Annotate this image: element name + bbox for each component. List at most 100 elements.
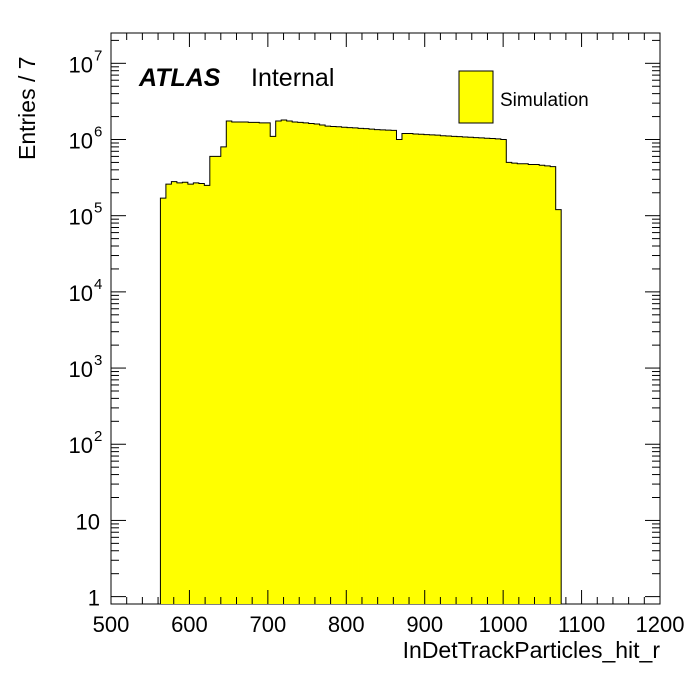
x-tick-labels: 500 600 700 800 900 1000 1100 1200 [93,612,685,637]
histogram-bin [182,182,189,604]
histogram-bin [275,120,282,605]
histogram-bin [193,182,200,604]
histogram-bin [407,133,414,604]
histogram-bin [303,122,310,604]
x-tick-label: 800 [328,612,365,637]
histogram-bin [198,183,205,604]
histogram-bin [242,121,249,604]
histogram-bin [401,133,408,604]
x-tick-label: 900 [406,612,443,637]
histogram-bin [286,120,293,605]
histogram-bin [336,126,342,604]
histogram-bin [264,122,271,604]
histogram-bin [418,134,425,605]
x-tick-label: 1100 [558,612,605,637]
y-tick-label-exponent: 5 [94,200,102,217]
y-tick-label-base: 10 [69,52,93,77]
histogram-bin [209,156,216,604]
histogram-bin [270,136,277,605]
histogram-bin [489,138,496,604]
y-tick-label: 10 4 [69,276,103,306]
histogram-bin [369,129,375,604]
histogram-bin [171,181,178,604]
histogram-bin [259,122,266,604]
y-tick-label-base: 10 [76,509,100,534]
histogram-bin [374,129,381,604]
histogram-bin [165,184,172,604]
histogram-bin [506,162,513,604]
y-tick-label-exponent: 3 [94,352,102,369]
x-tick-label: 1000 [479,612,528,637]
histogram-bin [347,127,353,605]
x-tick-label: 700 [249,612,286,637]
histogram-bin [330,126,337,604]
histogram-bin [528,164,535,604]
legend-entry-label: Simulation [500,90,589,111]
histogram-bin [253,122,260,604]
histogram-bins [159,119,562,605]
x-axis-title: InDetTrackParticles_hit_r [403,637,661,663]
histogram-bin [308,123,315,604]
histogram-bin [390,130,397,604]
histogram-bin [445,136,452,605]
histogram-bin [544,165,551,604]
histogram-bin [341,127,348,604]
histogram-bin [215,156,222,604]
y-tick-label-exponent: 4 [94,276,102,293]
histogram-bin [462,136,469,605]
histogram-bin [385,130,392,604]
y-tick-label: 10 6 [69,124,103,154]
histogram-bin [292,121,299,604]
histogram-bin [325,126,331,604]
histogram-bin [231,121,238,604]
histogram-bin [314,123,321,604]
y-tick-label-exponent: 6 [94,124,102,141]
y-tick-label: 10 3 [69,352,103,382]
y-tick-label-base: 10 [69,433,93,458]
histogram-bin [297,122,304,604]
y-tick-label: 10 7 [69,47,103,77]
histogram-bin [380,129,386,604]
histogram-bin [281,120,288,604]
histogram-bin [533,164,540,604]
histogram-bin [495,138,502,604]
atlas-label: ATLAS [138,64,221,92]
y-tick-label-base: 10 [69,357,93,382]
histogram-bin [511,163,518,604]
histogram-bin [473,137,480,605]
x-tick-label: 1200 [636,612,685,637]
histogram-bin [478,137,485,604]
histogram-bin [220,146,227,605]
y-tick-label-base: 10 [69,129,93,154]
histogram-bin [467,137,474,604]
histogram-bin [555,209,562,605]
histogram-bin [517,163,524,604]
histogram-bin [434,135,441,604]
y-tick-label: 10 2 [69,428,103,458]
histogram-bin [204,185,211,605]
histogram-bin [237,121,244,604]
y-tick-label: 10 5 [69,200,103,230]
y-tick-label: 1 [88,586,100,611]
histogram-bin [319,125,326,605]
histogram-bin [226,120,233,605]
histogram-bin [451,136,458,605]
histogram-bin [248,122,255,604]
y-tick-label: 10 [76,509,100,534]
x-tick-label: 600 [171,612,208,637]
histogram-bin [187,184,194,604]
histogram-bin [539,165,546,604]
legend: Simulation [458,70,589,124]
internal-label: Internal [251,64,334,92]
histogram-bin [352,127,359,604]
y-tick-label-base: 10 [69,205,93,230]
histogram-bin [412,134,419,604]
histogram-bin [160,198,167,604]
histogram-bin [423,134,430,604]
y-tick-label-base: 10 [69,281,93,306]
histogram-bin [358,128,364,604]
histogram-bin [550,166,557,604]
legend-swatch [458,70,494,124]
